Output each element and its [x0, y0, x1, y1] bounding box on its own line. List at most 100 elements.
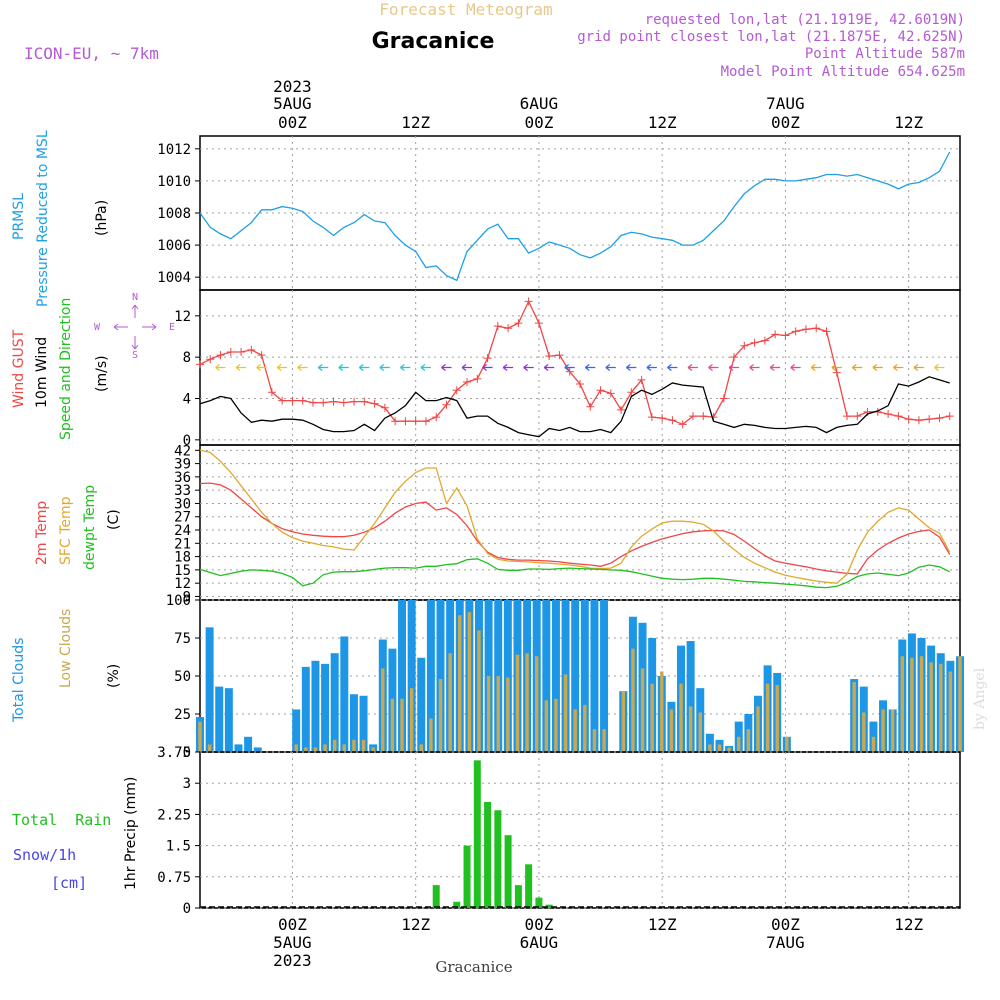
pressure-line	[199, 151, 951, 282]
footer-location: Gracanice	[435, 958, 512, 976]
compass-rose: N S W E	[94, 292, 175, 361]
gust-marker	[226, 348, 235, 356]
low-cloud-bar	[323, 744, 327, 752]
gust-marker	[473, 374, 482, 383]
low-cloud-bar	[534, 656, 539, 752]
temp-ytick-label: 36	[174, 470, 191, 486]
pressure-unit-label: (hPa)	[94, 200, 110, 236]
low-cloud-bar	[717, 744, 722, 752]
wind-arrow	[338, 364, 349, 371]
gust-marker	[267, 388, 276, 397]
gust-marker	[401, 417, 410, 426]
top-hour-label: 00Z	[524, 113, 553, 132]
gridpoint-coords: grid point closest lon,lat (21.1875E, 42…	[577, 29, 965, 45]
bottom-hour-label: 00Z	[278, 915, 307, 934]
clouds-ytick-label: 100	[166, 593, 191, 609]
low-cloud-bar	[660, 671, 664, 752]
precip-axis-label: 1hr Precip (mm)	[123, 777, 139, 890]
model-label: ICON-EU, ~ 7km	[24, 44, 159, 63]
precip-ytick-label: 1.5	[166, 839, 191, 855]
total-cloud-bar	[580, 600, 589, 752]
low-cloud-bar	[352, 739, 356, 752]
low-cloud-bar	[765, 683, 770, 752]
low-cloud-bar	[342, 744, 347, 752]
total-cloud-bar	[398, 600, 407, 752]
wind-dir-label: Speed and Direction	[58, 298, 74, 440]
low-cloud-bar	[438, 679, 443, 752]
gust-marker	[586, 402, 595, 411]
temp-ytick-label: 18	[174, 550, 191, 566]
gust-marker	[688, 412, 697, 421]
top-year: 2023	[273, 77, 312, 96]
low-cloud-bar	[756, 706, 760, 752]
rain-bar	[484, 801, 492, 908]
low-cloud-bar	[477, 630, 481, 752]
temp-ytick-label: 24	[174, 523, 191, 539]
top-day-label: 5AUG	[273, 94, 312, 113]
bottom-hour-label: 12Z	[401, 915, 430, 934]
pressure-ytick-label: 1006	[157, 238, 191, 254]
top-hour-label: 12Z	[401, 113, 430, 132]
gust-marker	[750, 338, 759, 347]
precip-panel: 0 0.75 1.5 2.25 3 3.75	[157, 745, 961, 917]
low-cloud-bar	[563, 674, 568, 752]
low-cloud-bar	[746, 729, 751, 752]
rain-bar	[525, 864, 533, 908]
low-cloud-bar	[679, 683, 683, 752]
gust-marker	[945, 412, 954, 421]
rain-bar	[494, 810, 502, 908]
low-cloud-bar	[852, 682, 856, 752]
top-hour-label: 12Z	[894, 113, 923, 132]
low-cloud-bar	[583, 704, 587, 752]
sfc-line	[199, 449, 951, 584]
gust-marker	[812, 324, 821, 333]
wind-arrow	[934, 364, 945, 371]
low-cloud-bar	[361, 739, 366, 752]
gust-label: Wind GUST	[11, 329, 27, 408]
wind-arrow	[317, 364, 329, 371]
low-cloud-bar	[390, 698, 395, 752]
pressure-ytick-label: 1010	[157, 174, 191, 190]
wind-arrow	[851, 364, 863, 371]
gust-marker	[288, 396, 297, 405]
total-cloud-bar	[542, 600, 551, 752]
low-cloud-bar	[544, 700, 549, 752]
low-cloud-bar	[573, 709, 577, 752]
total-cloud-bar	[503, 600, 512, 752]
pressure-abbr-label: PRMSL	[11, 193, 27, 240]
wind-line	[199, 376, 950, 438]
bottom-day-label: 7AUG	[766, 933, 805, 952]
low-cloud-bar	[775, 685, 779, 752]
gust-marker	[740, 341, 749, 350]
wind-ytick-label: 8	[183, 350, 191, 366]
wind-arrow	[687, 364, 698, 371]
wind-arrow	[667, 364, 678, 371]
wind-arrow	[564, 364, 575, 371]
total-cloud-bar	[301, 666, 310, 752]
rain-bar	[535, 897, 543, 908]
low-cloud-bar	[458, 615, 462, 752]
low-cloud-bar	[785, 736, 789, 752]
wind-arrow	[276, 364, 288, 371]
location-title: Gracanice	[372, 29, 495, 54]
pressure-ytick-label: 1012	[157, 142, 191, 158]
bottom-year: 2023	[273, 951, 312, 970]
top-hour-label: 12Z	[648, 113, 677, 132]
watermark: by Angel	[972, 667, 988, 730]
total-cloud-bar	[349, 694, 358, 752]
low-cloud-bar	[958, 656, 962, 752]
compass-n: N	[132, 292, 138, 303]
rain-bar	[504, 835, 512, 908]
gust-marker	[308, 398, 317, 407]
gust-marker	[370, 399, 379, 408]
low-cloud-bar	[640, 668, 645, 752]
clouds-ytick-label: 0	[183, 745, 191, 761]
low-cloud-bar	[371, 747, 375, 752]
gust-marker	[196, 360, 204, 369]
precip-ytick-label: 3.75	[157, 745, 191, 761]
rain-bar	[473, 760, 481, 908]
wind-arrow	[584, 364, 596, 371]
